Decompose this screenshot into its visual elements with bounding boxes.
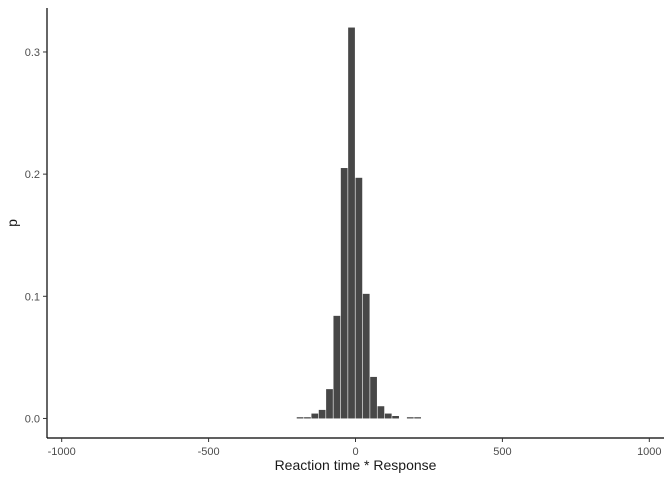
x-axis-ticks: -1000 -500 0 500 1000: [48, 438, 662, 458]
x-tick-label: -1000: [48, 446, 76, 458]
y-tick-label: 0.2: [25, 169, 40, 181]
y-tick-label: 0.1: [25, 291, 40, 303]
y-tick-label: 0.0: [25, 413, 40, 425]
histogram-bar: [318, 409, 326, 419]
histogram-bar: [348, 27, 355, 419]
x-tick-label: 0: [352, 446, 358, 458]
histogram-bar: [370, 376, 377, 419]
histogram-bar: [311, 413, 319, 419]
histogram-bar: [392, 416, 399, 419]
histogram-bar: [326, 389, 333, 419]
histogram-bar: [362, 293, 370, 419]
x-axis-title: Reaction time * Response: [275, 457, 437, 473]
histogram-bars: [296, 27, 422, 419]
histogram-bar: [355, 177, 363, 419]
histogram-bar: [384, 413, 392, 419]
histogram-bar: [414, 417, 422, 419]
x-tick-label: 1000: [637, 446, 661, 458]
y-tick-label: 0.3: [25, 47, 40, 59]
histogram-bar: [406, 417, 414, 419]
histogram-bar: [333, 315, 341, 419]
y-axis-title: p: [4, 219, 20, 227]
histogram-bar: [340, 168, 348, 419]
y-axis-ticks: 0.0 0.1 0.2 0.3: [25, 47, 47, 425]
histogram-bar: [304, 417, 311, 419]
x-tick-label: 500: [493, 446, 511, 458]
x-tick-label: -500: [198, 446, 220, 458]
histogram-bar: [377, 406, 385, 419]
histogram-bar: [296, 417, 304, 419]
